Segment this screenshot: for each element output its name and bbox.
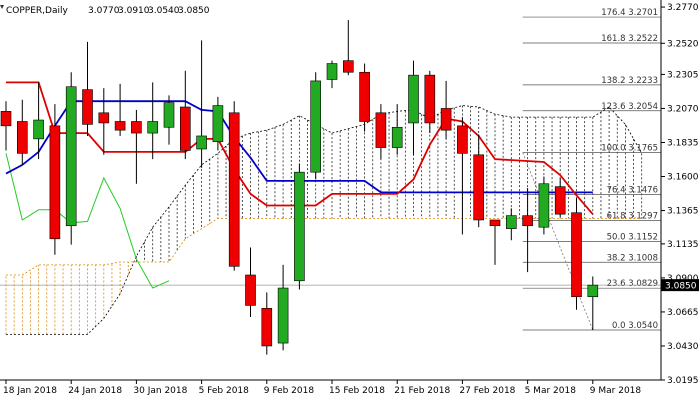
- candle-body[interactable]: [16, 121, 28, 154]
- candle-body[interactable]: [424, 74, 436, 124]
- candle-body[interactable]: [310, 80, 322, 173]
- senkou-span-b-line: [6, 218, 642, 276]
- fib-level-label: 38.2 3.1008: [607, 253, 658, 263]
- candle-body[interactable]: [261, 308, 273, 347]
- x-tick-label: 15 Feb 2018: [329, 386, 385, 396]
- candle-body[interactable]: [245, 274, 256, 306]
- candle-body[interactable]: [587, 284, 599, 298]
- x-tick-label: 5 Feb 2018: [199, 386, 250, 396]
- x-tick-label: 24 Jan 2018: [68, 386, 122, 396]
- x-tick-label: 9 Mar 2018: [590, 386, 642, 396]
- fibonacci-levels: 176.4 3.2701 161.8 3.2522 138.2 3.2233 123.…: [0, 8, 661, 331]
- candle-body[interactable]: [408, 74, 419, 124]
- fib-level-label: 176.4 3.2701: [601, 8, 658, 18]
- fib-level-label: 76.4 3.1476: [607, 185, 658, 195]
- ohlc-open: 3.0770: [88, 6, 120, 16]
- fib-level-label: 0.0 3.0540: [612, 321, 658, 331]
- tenkan-sen-line: [6, 81, 594, 215]
- candle-body[interactable]: [359, 71, 370, 122]
- x-tick-label: 9 Feb 2018: [264, 386, 315, 396]
- candle-body[interactable]: [342, 60, 354, 73]
- y-tick-label: 3.2305: [667, 70, 699, 80]
- candle-body[interactable]: [147, 121, 158, 134]
- candle-body[interactable]: [212, 105, 224, 143]
- candle-body[interactable]: [457, 125, 468, 154]
- candle-body[interactable]: [65, 86, 77, 227]
- candle-body[interactable]: [554, 186, 566, 215]
- candle-body[interactable]: [131, 121, 142, 134]
- candle-body[interactable]: [33, 119, 44, 140]
- ohlc-close: 3.0850: [178, 6, 210, 16]
- candles[interactable]: [0, 20, 599, 355]
- x-tick-label: 5 Mar 2018: [525, 386, 577, 396]
- title-arrow-icon: [0, 5, 4, 9]
- x-tick-label: 27 Feb 2018: [459, 386, 515, 396]
- candle-body[interactable]: [473, 154, 485, 221]
- y-tick-label: 3.1835: [667, 138, 699, 148]
- fib-level-label: 123.6 3.2054: [601, 102, 658, 112]
- candle-body[interactable]: [505, 215, 517, 229]
- fib-level-label: 161.8 3.2522: [601, 34, 658, 44]
- y-tick-label: 3.0900: [667, 274, 699, 284]
- candle-body[interactable]: [538, 183, 550, 228]
- candle-body[interactable]: [196, 135, 207, 150]
- x-tick-label: 18 Jan 2018: [3, 386, 57, 396]
- fib-level-label: 138.2 3.2233: [601, 76, 658, 86]
- current-price-tag: [661, 279, 699, 292]
- candle-body[interactable]: [0, 111, 12, 127]
- y-tick-label: 3.1600: [667, 173, 699, 183]
- candle-body[interactable]: [277, 287, 289, 344]
- candle-body[interactable]: [98, 112, 110, 124]
- candle-body[interactable]: [180, 106, 191, 151]
- candle-body[interactable]: [522, 215, 533, 227]
- y-tick-label: 3.1135: [667, 240, 699, 250]
- candle-body[interactable]: [163, 102, 175, 128]
- y-tick-label: 3.2520: [667, 39, 699, 49]
- candle-body[interactable]: [571, 212, 582, 298]
- x-tick-label: 21 Feb 2018: [394, 386, 450, 396]
- y-tick-label: 3.0665: [667, 308, 699, 318]
- ohlc-low: 3.0540: [148, 6, 180, 16]
- candle-body[interactable]: [391, 126, 403, 148]
- candle-body[interactable]: [375, 112, 387, 148]
- indicator-lines: [5, 81, 643, 335]
- y-tick-label: 3.2070: [667, 104, 699, 114]
- y-tick-label: 3.0195: [667, 376, 699, 386]
- candle-body[interactable]: [489, 219, 501, 227]
- chart-symbol-title: COPPER,Daily: [6, 6, 68, 16]
- x-tick-label: 30 Jan 2018: [133, 386, 187, 396]
- candle-body[interactable]: [49, 125, 61, 240]
- candle-body[interactable]: [228, 112, 240, 267]
- fib-level-label: 50.0 3.1152: [607, 232, 658, 242]
- fib-level-label: 100.0 3.1765: [601, 144, 658, 154]
- candle-body[interactable]: [440, 108, 452, 131]
- current-price-tag-label: 3.0850: [665, 282, 697, 292]
- y-tick-label: 3.0430: [667, 342, 699, 352]
- ohlc-high: 3.0910: [118, 6, 150, 16]
- candle-body[interactable]: [114, 121, 126, 131]
- candle-body[interactable]: [294, 171, 305, 282]
- y-tick-label: 3.1365: [667, 207, 699, 217]
- senkou-span-a-line: [6, 105, 643, 335]
- kijun-sen-line: [5, 100, 593, 194]
- candle-body[interactable]: [82, 89, 93, 125]
- fib-level-label: 61.8 3.1297: [607, 211, 658, 221]
- y-tick-label: 3.2770: [667, 3, 699, 13]
- candle-body[interactable]: [326, 63, 338, 80]
- fib-level-label: 23.6 3.0829: [607, 279, 658, 289]
- chikou-span-line: [5, 153, 170, 289]
